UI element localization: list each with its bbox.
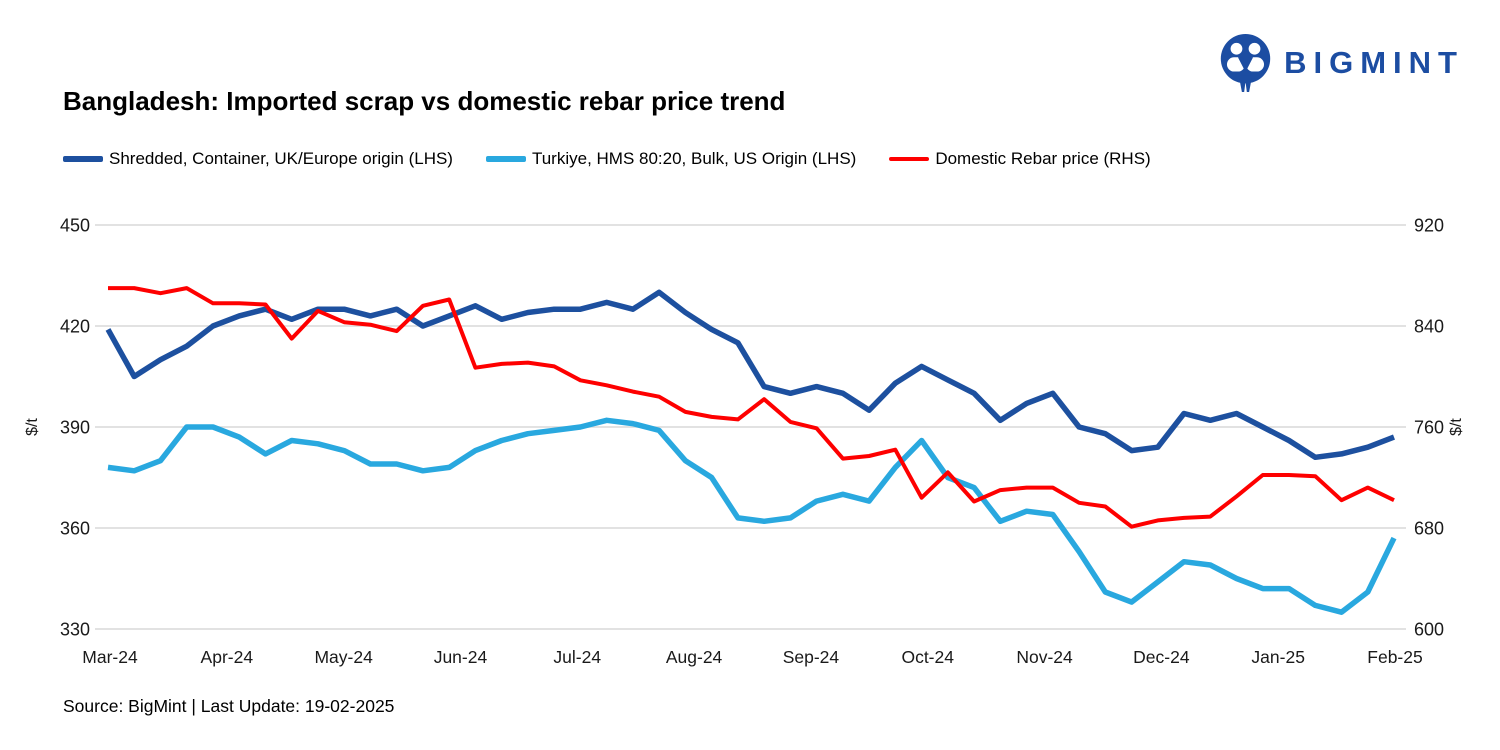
series-lines	[105, 286, 1397, 615]
series-line-0	[105, 289, 1395, 461]
right-axis-tick: 680	[1414, 519, 1444, 539]
x-axis-label: Jun-24	[434, 647, 488, 667]
legend-swatch-turkiye	[485, 156, 526, 162]
axis-ticks: 450 920 420 840 390 760 360 680 330 600 Mar-24 Apr-…	[24, 216, 1465, 668]
bigmint-logo-text: BIGMINT	[1284, 45, 1464, 80]
x-axis-label: Sep-24	[783, 647, 840, 667]
right-axis-tick: 600	[1414, 620, 1444, 640]
source-note: Source: BigMint | Last Update: 19-02-202…	[63, 696, 395, 716]
x-axis-label: Mar-24	[82, 647, 138, 667]
legend-swatch-shredded	[63, 156, 103, 162]
legend-item-turkiye: Turkiye, HMS 80:20, Bulk, US Origin (LHS…	[485, 149, 857, 169]
x-axis-label: Apr-24	[201, 647, 254, 667]
gridlines	[95, 224, 1406, 630]
left-axis-tick: 420	[60, 317, 90, 337]
x-axis-label: May-24	[314, 647, 373, 667]
right-axis-tick: 760	[1414, 418, 1444, 438]
x-axis-label: Dec-24	[1133, 647, 1190, 667]
right-axis-title: $/t	[1448, 418, 1465, 436]
right-axis-tick: 920	[1414, 216, 1444, 236]
legend-label-rebar: Domestic Rebar price (RHS)	[935, 149, 1151, 168]
legend-label-turkiye: Turkiye, HMS 80:20, Bulk, US Origin (LHS…	[531, 149, 857, 168]
right-axis-tick: 840	[1414, 317, 1444, 337]
bigmint-logo: BIGMINT	[1217, 33, 1464, 93]
series-line-1	[107, 417, 1397, 615]
left-axis-title: $/t	[24, 418, 41, 436]
bigmint-logo-icon	[1220, 34, 1271, 92]
series-line-2	[108, 286, 1395, 529]
left-axis-tick: 330	[60, 620, 90, 640]
legend-item-shredded: Shredded, Container, UK/Europe origin (L…	[63, 149, 453, 169]
left-axis-tick: 450	[60, 216, 90, 236]
legend-item-rebar: Domestic Rebar price (RHS)	[889, 149, 1151, 169]
legend: Shredded, Container, UK/Europe origin (L…	[63, 149, 1151, 169]
x-axis-label: Jan-25	[1251, 647, 1305, 667]
legend-label-shredded: Shredded, Container, UK/Europe origin (L…	[109, 149, 453, 168]
left-axis-tick: 360	[60, 519, 90, 539]
chart-title: Bangladesh: Imported scrap vs domestic r…	[63, 86, 786, 116]
x-axis-label: Aug-24	[666, 647, 723, 667]
x-axis-label: Oct-24	[901, 647, 954, 667]
x-axis-label: Nov-24	[1016, 647, 1073, 667]
x-axis-label: Feb-25	[1367, 647, 1422, 667]
x-axis-label: Jul-24	[553, 647, 601, 667]
legend-swatch-rebar	[889, 157, 930, 161]
left-axis-tick: 390	[60, 418, 90, 438]
